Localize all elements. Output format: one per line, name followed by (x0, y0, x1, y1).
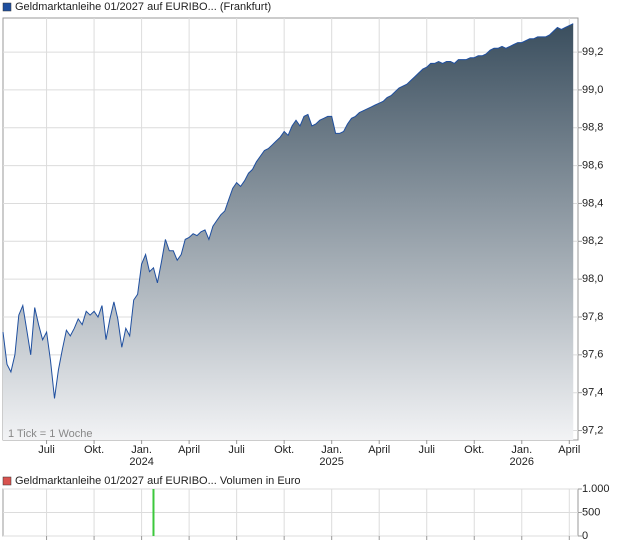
x-tick-label: Jan. 2024 (129, 444, 154, 468)
annotation: 1 Tick = 1 Woche (8, 428, 92, 440)
y-tick-label: 500 (582, 506, 600, 518)
y-tick-label: 0 (582, 530, 588, 542)
y-tick-label: 98,8 (582, 122, 603, 134)
y-tick-label: 1.000 (582, 483, 610, 495)
y-tick-label: 98,0 (582, 273, 603, 285)
y-tick-label: 98,6 (582, 160, 603, 172)
bar (152, 489, 155, 536)
x-tick-label: Okt. (274, 444, 295, 456)
y-tick-label: 97,8 (582, 311, 603, 323)
x-tick-label: Okt. (464, 444, 485, 456)
y-tick-label: 97,2 (582, 424, 603, 436)
x-tick-label: Juli (38, 444, 55, 456)
x-tick-label: Jan. 2026 (509, 444, 534, 468)
y-tick-label: 97,4 (582, 387, 603, 399)
legend-swatch (2, 2, 12, 12)
x-tick-label: April (558, 444, 581, 456)
y-tick-label: 99,2 (582, 46, 603, 58)
legend-label: Geldmarktanleihe 01/2027 auf EURIBO... (… (15, 1, 271, 13)
legend-swatch (2, 476, 12, 486)
area (3, 23, 574, 440)
y-tick-label: 97,6 (582, 349, 603, 361)
x-tick-label: Juli (418, 444, 435, 456)
y-tick-label: 98,2 (582, 235, 603, 247)
x-tick-label: April (178, 444, 201, 456)
y-tick-label: 99,0 (582, 84, 603, 96)
x-tick-label: Jan. 2025 (319, 444, 344, 468)
x-tick-label: April (368, 444, 391, 456)
x-tick-label: Okt. (83, 444, 105, 456)
x-tick-label: Juli (228, 444, 245, 456)
y-tick-label: 98,4 (582, 197, 603, 209)
legend-label: Geldmarktanleihe 01/2027 auf EURIBO... V… (15, 475, 301, 487)
line (2, 23, 574, 399)
